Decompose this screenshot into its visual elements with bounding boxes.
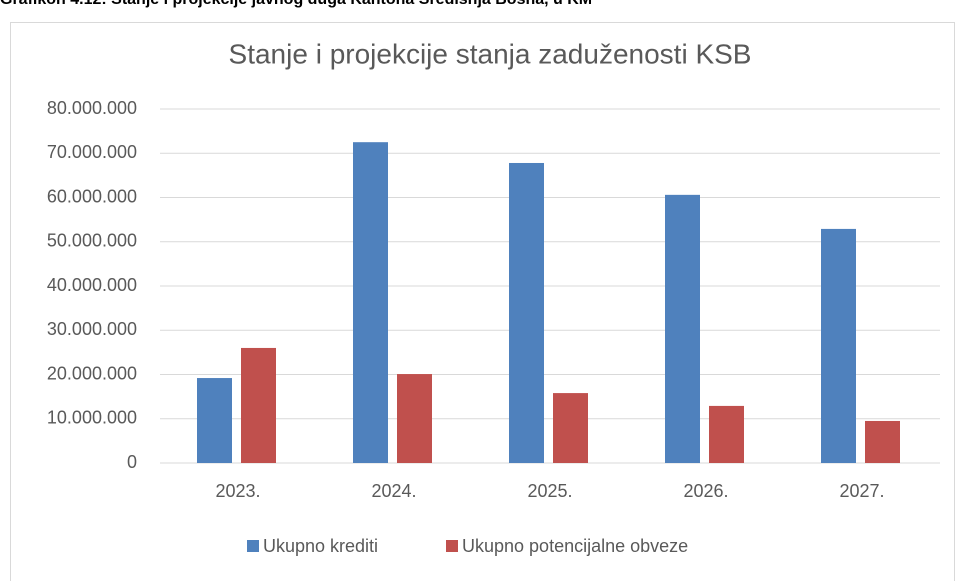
legend-swatch <box>247 540 259 552</box>
bar <box>665 194 700 463</box>
bar <box>821 228 856 463</box>
x-tick-label: 2024. <box>371 481 416 501</box>
bar <box>397 374 432 463</box>
bar <box>509 162 544 464</box>
bar <box>553 393 588 463</box>
x-tick-label: 2023. <box>215 481 260 501</box>
bar <box>353 142 388 463</box>
y-tick-label: 70.000.000 <box>47 142 137 162</box>
x-tick-label: 2026. <box>683 481 728 501</box>
y-tick-label: 60.000.000 <box>47 186 137 206</box>
legend-label: Ukupno krediti <box>263 536 378 556</box>
legend-swatch <box>446 540 458 552</box>
bar <box>241 347 276 463</box>
legend-label: Ukupno potencijalne obveze <box>462 536 688 556</box>
y-tick-label: 10.000.000 <box>47 408 137 428</box>
caption: Grafikon 4.12: Stanje i projekcije javno… <box>0 0 592 8</box>
y-tick-label: 20.000.000 <box>47 363 137 383</box>
x-tick-label: 2027. <box>839 481 884 501</box>
y-tick-label: 50.000.000 <box>47 231 137 251</box>
bar <box>865 420 900 463</box>
y-tick-label: 0 <box>127 452 137 472</box>
chart-title: Stanje i projekcije stanja zaduženosti K… <box>229 38 752 69</box>
y-tick-label: 40.000.000 <box>47 275 137 295</box>
bar <box>709 405 744 463</box>
bar <box>197 378 232 463</box>
y-tick-label: 30.000.000 <box>47 319 137 339</box>
x-tick-label: 2025. <box>527 481 572 501</box>
y-tick-label: 80.000.000 <box>47 98 137 118</box>
chart-border <box>10 22 955 581</box>
